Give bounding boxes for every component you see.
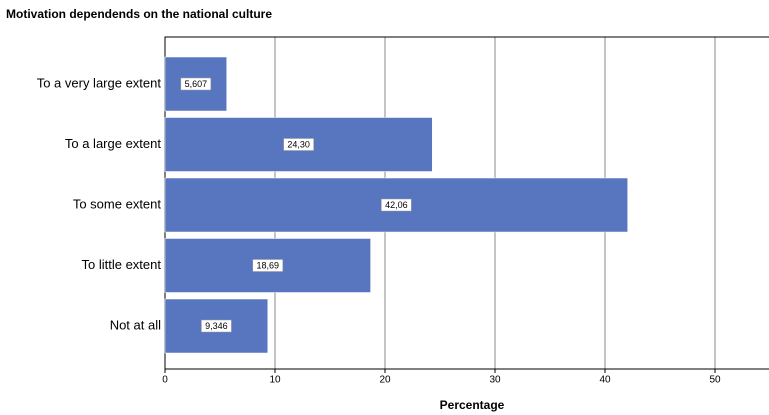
x-tick-label: 10 bbox=[269, 375, 281, 386]
value-label: 18,69 bbox=[257, 260, 280, 270]
y-tick-label: To little extent bbox=[82, 257, 162, 272]
x-tick-label: 40 bbox=[599, 375, 611, 386]
value-label: 24,30 bbox=[287, 139, 310, 149]
value-label-box bbox=[201, 319, 232, 333]
x-axis-label: Percentage bbox=[440, 398, 505, 412]
value-label-box bbox=[283, 138, 314, 151]
y-tick-label: To some extent bbox=[73, 196, 162, 211]
value-label-box bbox=[180, 77, 212, 91]
value-label: 42,06 bbox=[385, 200, 408, 210]
x-tick-label: 30 bbox=[489, 375, 501, 386]
value-label-box bbox=[252, 259, 284, 272]
value-label: 5,607 bbox=[185, 79, 208, 89]
y-tick-label: Not at all bbox=[110, 317, 161, 332]
x-tick-label: 50 bbox=[709, 375, 721, 386]
y-tick-label: To a large extent bbox=[65, 136, 162, 151]
value-label: 9,346 bbox=[205, 321, 228, 331]
x-tick-label: 20 bbox=[379, 375, 391, 386]
value-label-box bbox=[381, 198, 412, 212]
y-tick-label: To a very large extent bbox=[37, 75, 162, 90]
x-tick-label: 0 bbox=[162, 375, 168, 386]
chart-title: Motivation dependends on the national cu… bbox=[6, 7, 272, 21]
